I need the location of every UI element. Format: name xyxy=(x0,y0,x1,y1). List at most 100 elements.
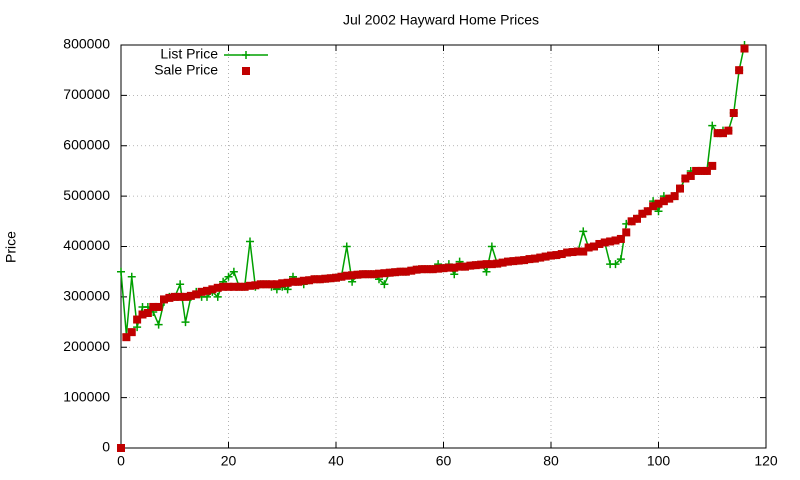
data-point xyxy=(487,260,496,269)
data-point xyxy=(208,285,217,294)
data-point xyxy=(509,257,518,266)
data-point xyxy=(117,267,125,276)
data-point xyxy=(149,302,158,311)
data-point xyxy=(197,287,206,296)
data-point xyxy=(186,291,195,300)
data-point xyxy=(396,267,405,276)
data-point xyxy=(498,258,507,267)
data-point xyxy=(466,261,475,270)
data-point xyxy=(735,66,744,75)
data-point xyxy=(536,253,545,262)
legend-label: List Price xyxy=(160,46,218,62)
data-point xyxy=(272,280,281,289)
data-point xyxy=(595,239,604,248)
data-point xyxy=(364,270,373,279)
data-point xyxy=(455,262,464,271)
data-point xyxy=(289,277,297,286)
data-point xyxy=(708,121,717,130)
data-point xyxy=(122,333,131,342)
data-point xyxy=(686,171,695,180)
data-point xyxy=(256,280,265,289)
data-point xyxy=(219,282,228,291)
data-point xyxy=(117,444,125,452)
data-point xyxy=(590,242,598,251)
data-point xyxy=(337,272,346,281)
data-point xyxy=(434,264,443,273)
data-point xyxy=(251,281,260,290)
data-point xyxy=(133,315,142,324)
data-point xyxy=(477,260,486,269)
data-point xyxy=(160,295,168,304)
data-point xyxy=(213,283,222,292)
data-point xyxy=(229,267,238,276)
data-point xyxy=(444,263,453,272)
data-point xyxy=(482,267,491,276)
data-point xyxy=(181,318,190,327)
y-tick-label: 0 xyxy=(102,439,110,455)
y-tick-label: 800000 xyxy=(63,36,110,52)
data-point xyxy=(482,260,491,269)
data-point xyxy=(143,308,152,317)
data-point xyxy=(321,274,330,283)
data-point xyxy=(192,290,201,299)
data-point xyxy=(573,247,582,256)
data-point xyxy=(138,310,147,319)
data-point xyxy=(579,227,588,236)
x-tick-label: 20 xyxy=(221,453,237,469)
legend-marker xyxy=(242,67,250,75)
data-point xyxy=(633,214,641,223)
data-point xyxy=(213,292,222,301)
data-point xyxy=(310,275,319,284)
data-point xyxy=(240,282,249,291)
data-point xyxy=(729,109,738,118)
data-point xyxy=(299,276,308,285)
data-point xyxy=(262,280,271,289)
data-point xyxy=(380,280,389,289)
data-point xyxy=(127,328,136,337)
data-point xyxy=(557,250,566,259)
x-tick-label: 120 xyxy=(754,453,778,469)
y-tick-label: 200000 xyxy=(63,338,110,354)
data-point xyxy=(697,166,706,175)
data-point xyxy=(246,237,254,246)
y-tick-label: 400000 xyxy=(63,237,110,253)
data-point xyxy=(552,251,561,260)
y-tick-label: 300000 xyxy=(63,288,110,304)
data-point xyxy=(283,278,292,287)
data-point xyxy=(181,292,190,301)
data-point xyxy=(606,237,615,246)
data-point xyxy=(401,267,410,276)
data-point xyxy=(616,255,625,264)
data-point xyxy=(471,261,480,270)
data-point xyxy=(616,234,625,243)
data-point xyxy=(428,265,437,274)
data-point xyxy=(127,272,136,281)
data-point xyxy=(520,256,529,265)
data-point xyxy=(547,251,555,260)
data-point xyxy=(278,279,287,288)
data-point xyxy=(530,254,539,263)
data-point xyxy=(133,323,142,332)
data-point xyxy=(622,228,631,237)
data-point xyxy=(407,266,416,275)
data-point xyxy=(568,248,577,257)
data-point xyxy=(665,194,674,203)
data-point xyxy=(294,277,303,286)
x-tick-label: 60 xyxy=(436,453,452,469)
data-point xyxy=(176,280,185,289)
data-point xyxy=(740,44,749,53)
data-point xyxy=(412,265,421,274)
data-point xyxy=(342,242,351,251)
data-point xyxy=(504,257,512,266)
y-axis-label: Price xyxy=(3,231,19,263)
data-point xyxy=(170,292,179,301)
data-point xyxy=(418,265,426,274)
data-point xyxy=(380,269,389,278)
data-point xyxy=(600,238,609,247)
data-point xyxy=(541,252,550,261)
data-point xyxy=(670,192,679,201)
data-point xyxy=(461,262,469,271)
data-point xyxy=(154,302,163,311)
